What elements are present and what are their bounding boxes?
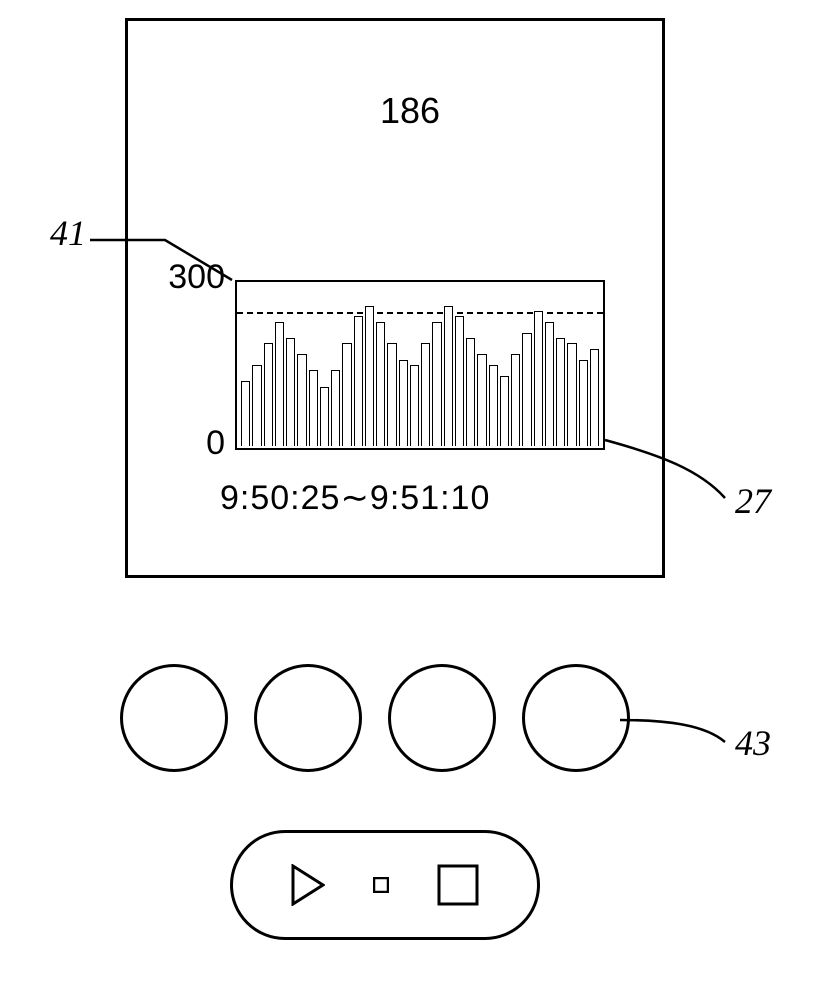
device-figure: 186 300 0 9:50:25∼9:51:10 41 27 43	[0, 0, 825, 1000]
small-stop-icon[interactable]	[373, 877, 389, 893]
play-icon[interactable]	[291, 864, 325, 906]
stop-icon[interactable]	[437, 864, 479, 906]
transport-pill	[230, 830, 540, 940]
